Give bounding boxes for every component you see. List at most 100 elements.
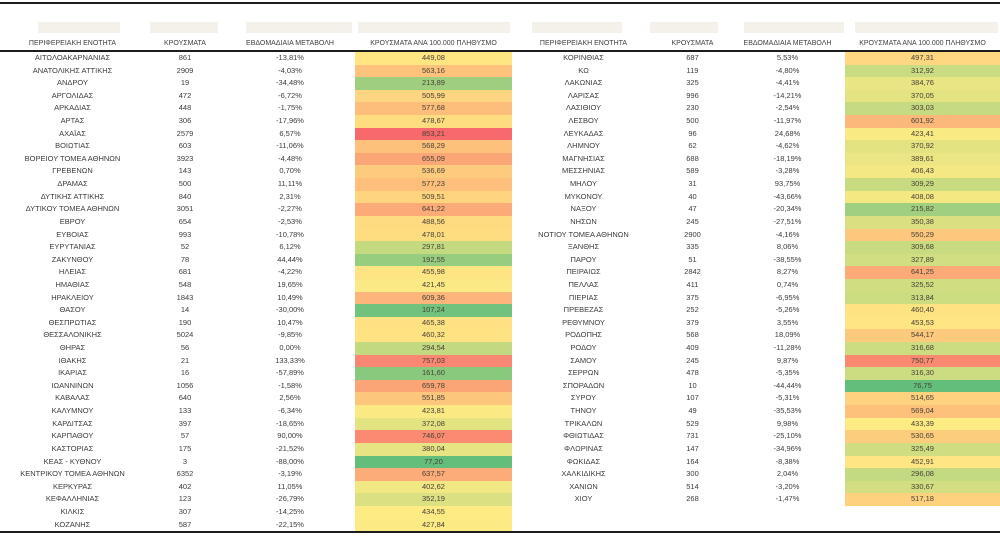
table-row: ΑΝΑΤΟΛΙΚΗΣ ΑΤΤΙΚΗΣ 2909 -4,03% 563,16 xyxy=(0,64,512,78)
weekly-change-cell: -4,48% xyxy=(278,153,302,163)
weekly-change-cell: -5,26% xyxy=(775,305,800,315)
region-name-cell: ΔΥΤΙΚΟΥ ΤΟΜΕΑ ΑΘΗΝΩΝ xyxy=(25,204,120,214)
cases-cell: 500 xyxy=(178,179,192,189)
region-name-cell: ΘΗΡΑΣ xyxy=(59,343,86,353)
per-100k-cell: 372,08 xyxy=(355,417,512,431)
cases-cell: 119 xyxy=(686,65,699,75)
weekly-change-cell: 6,12% xyxy=(279,242,301,252)
table-row: ΝΗΣΩΝ 245 -27,51% 350,38 xyxy=(512,215,1000,229)
table-row: ΣΠΟΡΑΔΩΝ 10 -44,44% 76,75 xyxy=(512,379,1000,393)
left-table-header: ΠΕΡΙΦΕΡΕΙΑΚΗ ΕΝΟΤΗΤΑ ΚΡΟΥΣΜΑΤΑ ΕΒΔΟΜΑΔΙΑ… xyxy=(0,37,512,50)
table-row: ΛΕΣΒΟΥ 500 -11,97% 601,92 xyxy=(512,115,1000,128)
cases-cell: 587 xyxy=(178,519,192,529)
region-name-cell: ΠΙΕΡΙΑΣ xyxy=(568,292,599,302)
table-row: ΑΡΤΑΣ 306 -17,96% 478,67 xyxy=(0,115,512,128)
cases-cell: 409 xyxy=(686,343,699,353)
table-row: ΗΛΕΙΑΣ 681 -4,22% 455,98 xyxy=(0,266,512,279)
per-100k-cell: 853,21 xyxy=(355,127,512,141)
table-row: ΚΑΛΥΜΝΟΥ 133 -6,34% 423,81 xyxy=(0,405,512,418)
table-row: ΖΑΚΥΝΘΟΥ 78 44,44% 192,55 xyxy=(0,253,512,267)
cases-cell: 133 xyxy=(178,406,192,416)
table-row: ΚΟΡΙΝΘΙΑΣ 687 5,53% 497,31 xyxy=(512,52,1000,65)
weekly-change-cell: 18,09% xyxy=(774,330,801,340)
region-name-cell: ΚΕΝΤΡΙΚΟΥ ΤΟΜΕΑ ΑΘΗΝΩΝ xyxy=(20,469,125,479)
faded-artifact-block xyxy=(650,22,718,33)
table-row: ΛΑΡΙΣΑΣ 996 -14,21% 370,05 xyxy=(512,89,1000,103)
table-row: ΡΟΔΟΠΗΣ 568 18,09% 544,17 xyxy=(512,329,1000,343)
per-100k-cell: 641,25 xyxy=(845,266,1000,279)
region-name-cell: ΠΕΛΛΑΣ xyxy=(568,279,599,289)
weekly-change-cell: -20,34% xyxy=(773,204,802,214)
cases-cell: 335 xyxy=(686,242,699,252)
region-name-cell: ΘΕΣΠΡΩΤΙΑΣ xyxy=(48,317,97,327)
table-row: ΑΧΑΪΑΣ 2579 6,57% 853,21 xyxy=(0,127,512,141)
table-row: ΔΥΤΙΚΟΥ ΤΟΜΕΑ ΑΘΗΝΩΝ 3051 -2,27% 641,22 xyxy=(0,203,512,216)
cases-cell: 252 xyxy=(686,305,699,315)
region-name-cell: ΑΡΚΑΔΙΑΣ xyxy=(54,103,91,113)
per-100k-cell: 514,65 xyxy=(845,392,1000,406)
table-row: ΗΜΑΘΙΑΣ 548 19,65% 421,45 xyxy=(0,278,512,292)
per-100k-cell: 192,55 xyxy=(355,253,512,267)
table-row: ΞΑΝΘΗΣ 335 8,06% 309,68 xyxy=(512,241,1000,254)
cases-cell: 6352 xyxy=(176,469,194,479)
cases-cell: 3 xyxy=(182,456,188,466)
cases-cell: 3051 xyxy=(176,204,194,214)
cases-cell: 375 xyxy=(686,292,699,302)
per-100k-cell: 551,85 xyxy=(355,392,512,406)
region-name-cell: ΦΩΚΙΔΑΣ xyxy=(566,456,601,466)
cases-cell: 500 xyxy=(686,116,699,126)
region-name-cell: ΝΑΞΟΥ xyxy=(570,204,597,214)
cases-cell: 548 xyxy=(178,279,192,289)
faded-artifact-block xyxy=(358,22,510,33)
cases-cell: 245 xyxy=(686,216,699,226)
region-name-cell: ΛΑΡΙΣΑΣ xyxy=(567,90,600,100)
region-name-cell: ΙΚΑΡΙΑΣ xyxy=(58,368,87,378)
cases-cell: 40 xyxy=(688,191,697,201)
weekly-change-cell: -11,97% xyxy=(773,116,802,126)
table-row: ΑΡΚΑΔΙΑΣ 448 -1,75% 577,68 xyxy=(0,102,512,116)
weekly-change-cell: -1,47% xyxy=(775,494,800,504)
region-name-cell: ΑΝΑΤΟΛΙΚΗΣ ΑΤΤΙΚΗΣ xyxy=(32,65,113,75)
weekly-change-cell: -4,16% xyxy=(775,229,800,239)
table-row: ΘΕΣΠΡΩΤΙΑΣ 190 10,47% 465,38 xyxy=(0,316,512,330)
cases-cell: 2900 xyxy=(684,229,701,239)
table-row: ΚΩ 119 -4,80% 312,92 xyxy=(512,64,1000,78)
cases-cell: 47 xyxy=(688,204,697,214)
per-100k-cell: 757,03 xyxy=(355,354,512,368)
cases-cell: 411 xyxy=(686,279,699,289)
per-100k-cell: 746,07 xyxy=(355,430,512,443)
region-name-cell: ΤΗΝΟΥ xyxy=(570,406,597,416)
per-100k-cell: 370,92 xyxy=(845,140,1000,153)
table-row: ΦΛΩΡΙΝΑΣ 147 -34,96% 325,49 xyxy=(512,442,1000,456)
table-row: ΒΟΡΕΙΟΥ ΤΟΜΕΑ ΑΘΗΝΩΝ 3923 -4,48% 655,09 xyxy=(0,152,512,166)
region-name-cell: ΚΑΛΥΜΝΟΥ xyxy=(51,406,94,416)
table-row: ΣΑΜΟΥ 245 9,87% 750,77 xyxy=(512,354,1000,368)
region-name-cell: ΕΒΡΟΥ xyxy=(59,216,86,226)
per-100k-cell: 434,55 xyxy=(355,505,512,519)
per-100k-cell: 325,52 xyxy=(845,278,1000,292)
region-name-cell: ΒΟΙΩΤΙΑΣ xyxy=(55,141,90,151)
cases-cell: 52 xyxy=(180,242,190,252)
region-name-cell: ΚΕΑΣ - ΚΥΘΝΟΥ xyxy=(43,456,102,466)
cases-cell: 993 xyxy=(178,229,192,239)
cases-cell: 687 xyxy=(686,53,699,62)
region-name-cell: ΠΕΙΡΑΙΩΣ xyxy=(566,267,601,277)
cases-cell: 325 xyxy=(686,78,699,88)
region-name-cell: ΘΕΣΣΑΛΟΝΙΚΗΣ xyxy=(43,330,102,340)
region-name-cell: ΗΡΑΚΛΕΙΟΥ xyxy=(51,292,94,302)
weekly-change-cell: 6,57% xyxy=(279,128,301,138)
per-100k-cell: 421,45 xyxy=(355,278,512,292)
cases-cell: 31 xyxy=(688,179,697,189)
table-row: ΚΑΣΤΟΡΙΑΣ 175 -21,52% 380,04 xyxy=(0,442,512,456)
cases-cell: 143 xyxy=(178,166,192,176)
table-row: ΚΕΡΚΥΡΑΣ 402 11,05% 402,62 xyxy=(0,480,512,494)
per-100k-cell: 316,68 xyxy=(845,342,1000,355)
cases-cell: 107 xyxy=(686,393,699,403)
region-name-cell: ΜΕΣΣΗΝΙΑΣ xyxy=(561,166,606,176)
weekly-change-cell: 8,27% xyxy=(776,267,799,277)
per-100k-cell: 655,09 xyxy=(355,152,512,166)
per-100k-cell: 294,54 xyxy=(355,342,512,355)
weekly-change-cell: 19,65% xyxy=(277,279,303,289)
table-row: ΤΡΙΚΑΛΩΝ 529 9,98% 433,39 xyxy=(512,417,1000,431)
table-row: ΜΑΓΝΗΣΙΑΣ 688 -18,19% 389,61 xyxy=(512,152,1000,166)
